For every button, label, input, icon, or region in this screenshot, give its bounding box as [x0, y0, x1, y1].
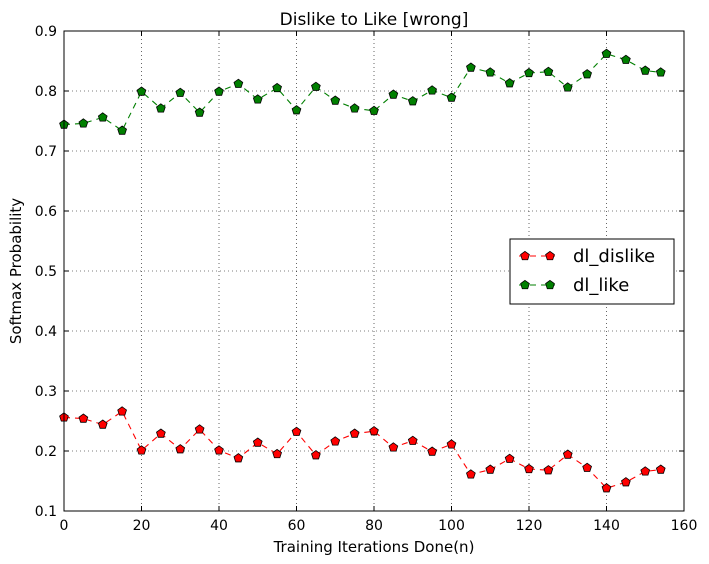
data-point-dl_like — [446, 92, 457, 102]
data-point-dl_like — [524, 67, 534, 78]
data-point-dl_like — [214, 86, 224, 96]
legend-marker-dl_dislike — [545, 250, 555, 261]
x-tick-label: 140 — [593, 518, 620, 534]
data-point-dl_like — [504, 78, 515, 88]
data-point-dl_dislike — [407, 435, 418, 445]
data-point-dl_like — [582, 69, 592, 79]
data-point-dl_like — [78, 118, 89, 128]
data-point-dl_like — [117, 125, 127, 135]
data-point-dl_dislike — [97, 419, 108, 429]
data-point-dl_dislike — [446, 439, 457, 449]
data-point-dl_like — [175, 87, 186, 97]
y-tick-label: 0.4 — [35, 324, 57, 340]
data-point-dl_dislike — [369, 426, 379, 436]
data-point-dl_like — [291, 105, 302, 115]
y-tick-label: 0.1 — [35, 504, 57, 520]
legend-marker-dl_like — [545, 279, 555, 290]
x-tick-label: 60 — [288, 518, 306, 534]
data-point-dl_like — [349, 103, 360, 113]
data-point-dl_dislike — [640, 466, 651, 476]
data-point-dl_dislike — [291, 426, 302, 436]
data-point-dl_dislike — [349, 428, 360, 438]
data-point-dl_like — [640, 65, 651, 75]
data-point-dl_dislike — [330, 436, 341, 446]
data-point-dl_dislike — [621, 477, 631, 487]
legend-label-dl_dislike: dl_dislike — [573, 246, 655, 267]
x-tick-label: 40 — [210, 518, 228, 534]
data-point-dl_dislike — [252, 437, 263, 447]
data-point-dl_dislike — [582, 462, 592, 472]
data-point-dl_dislike — [136, 445, 147, 455]
data-point-dl_dislike — [117, 406, 127, 416]
data-point-dl_dislike — [194, 424, 205, 434]
legend-label-dl_like: dl_like — [573, 275, 629, 296]
legend-box — [509, 238, 675, 305]
data-point-dl_dislike — [543, 465, 554, 475]
data-point-dl_like — [485, 67, 496, 77]
y-tick-label: 0.6 — [35, 204, 57, 220]
data-point-dl_dislike — [156, 428, 166, 438]
y-tick-label: 0.8 — [35, 84, 57, 100]
data-point-dl_like — [601, 48, 612, 58]
data-point-dl_like — [655, 67, 666, 77]
y-axis-title: Softmax Probability — [7, 198, 25, 344]
data-point-dl_dislike — [78, 413, 89, 423]
y-tick-label: 0.3 — [35, 384, 57, 400]
data-point-dl_like — [330, 95, 341, 105]
data-point-dl_like — [562, 82, 573, 92]
data-point-dl_like — [156, 103, 166, 113]
legend: dl_dislike dl_like — [509, 238, 675, 305]
data-point-dl_like — [272, 82, 282, 93]
data-point-dl_like — [369, 105, 379, 115]
data-point-dl_dislike — [388, 442, 399, 452]
data-point-dl_dislike — [485, 464, 496, 474]
data-point-dl_dislike — [504, 453, 515, 463]
data-point-dl_dislike — [272, 448, 282, 459]
data-point-dl_dislike — [466, 469, 476, 479]
data-point-dl_like — [388, 89, 399, 99]
data-point-dl_like — [97, 112, 108, 122]
data-point-dl_dislike — [601, 483, 612, 493]
data-point-dl_like — [194, 107, 205, 117]
data-point-dl_like — [427, 85, 437, 95]
chart-title: Dislike to Like [wrong] — [280, 10, 469, 30]
x-tick-label: 0 — [60, 518, 69, 534]
x-tick-label: 100 — [438, 518, 465, 534]
x-tick-label: 120 — [516, 518, 543, 534]
data-point-dl_like — [136, 86, 147, 96]
y-tick-label: 0.2 — [35, 444, 57, 460]
axis-ticks: 0 20 40 60 80 100 120 140 160 0.1 0.2 0.3 0.4 0.5 0.6 0… — [35, 24, 698, 534]
data-point-dl_dislike — [524, 463, 534, 474]
data-point-dl_like — [621, 54, 631, 64]
y-tick-label: 0.9 — [35, 24, 57, 40]
data-point-dl_like — [407, 96, 418, 106]
data-point-dl_dislike — [233, 453, 244, 463]
data-point-dl_dislike — [427, 446, 437, 456]
data-point-dl_like — [543, 66, 554, 76]
legend-marker-dl_dislike — [520, 250, 530, 261]
series-layer — [59, 48, 666, 493]
data-point-dl_like — [311, 81, 321, 91]
legend-marker-dl_like — [520, 279, 530, 290]
data-point-dl_like — [233, 78, 244, 88]
x-axis-title: Training Iterations Done(n) — [273, 538, 475, 556]
data-point-dl_like — [252, 94, 263, 104]
data-point-dl_dislike — [175, 444, 186, 454]
data-point-dl_dislike — [214, 445, 224, 455]
data-point-dl_like — [466, 62, 476, 72]
y-tick-label: 0.7 — [35, 144, 57, 160]
x-tick-label: 160 — [671, 518, 698, 534]
data-point-dl_dislike — [562, 449, 573, 459]
y-tick-label: 0.5 — [35, 264, 57, 280]
x-tick-label: 20 — [133, 518, 151, 534]
data-point-dl_dislike — [655, 464, 666, 474]
x-tick-label: 80 — [365, 518, 383, 534]
data-point-dl_dislike — [311, 450, 321, 460]
